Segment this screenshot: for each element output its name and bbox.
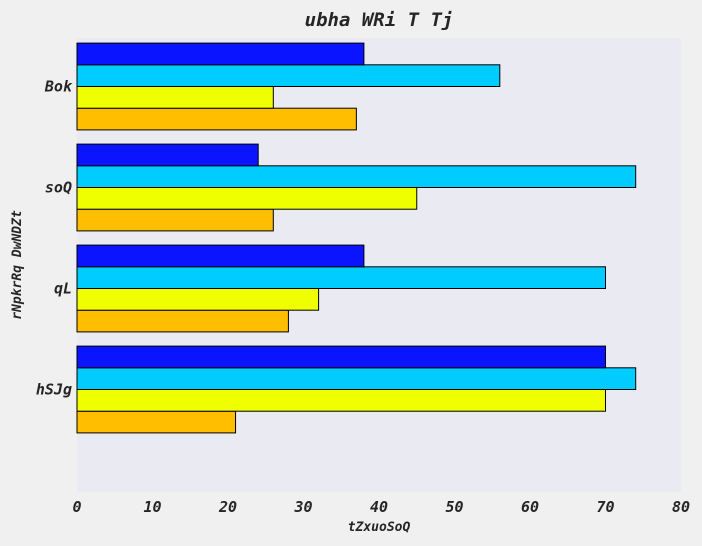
y-tick-labels: hSJg qL soQ Bok: [36, 78, 73, 399]
y-tick-label: qL: [54, 280, 72, 298]
bar-hSJg-3: [76, 345, 606, 369]
y-tick-label: hSJg: [36, 381, 72, 399]
bar-Bok-3: [76, 42, 365, 66]
bar-soQ-3: [76, 143, 259, 167]
x-tick-label: 60: [521, 498, 539, 516]
bar-qL-3: [76, 244, 365, 268]
y-axis-label: rNpkrRq DwNDZt: [10, 210, 25, 320]
bar-hSJg-2: [76, 367, 637, 390]
y-tick-label: Bok: [44, 78, 73, 96]
bar-soQ-2: [76, 165, 637, 189]
x-tick-label: 0: [72, 498, 81, 516]
bar-soQ-0: [76, 208, 274, 232]
bar-Bok-1: [76, 86, 274, 109]
x-tick-label: 50: [445, 498, 463, 516]
x-tick-labels: 0 10 20 30 40 50 60 70 80: [72, 498, 690, 516]
x-tick-label: 40: [370, 498, 388, 516]
bar-qL-1: [76, 288, 320, 311]
bar-qL-2: [76, 266, 606, 289]
chart-title: ubha WRi T Tj: [305, 9, 454, 31]
bar-hSJg-1: [76, 389, 606, 412]
bar-qL-0: [76, 309, 289, 333]
x-tick-label: 20: [218, 498, 237, 516]
bar-soQ-1: [76, 187, 418, 210]
bar-Bok-0: [76, 107, 357, 131]
x-tick-label: 10: [143, 498, 161, 516]
x-axis-label: tZxuoSoQ: [348, 520, 411, 535]
x-tick-label: 70: [596, 498, 614, 516]
bar-Bok-2: [76, 64, 501, 88]
bar-hSJg-0: [76, 410, 237, 434]
x-tick-label: 30: [293, 498, 312, 516]
x-tick-label: 80: [672, 498, 690, 516]
bars-group: [76, 42, 637, 434]
y-tick-label: soQ: [45, 179, 72, 197]
